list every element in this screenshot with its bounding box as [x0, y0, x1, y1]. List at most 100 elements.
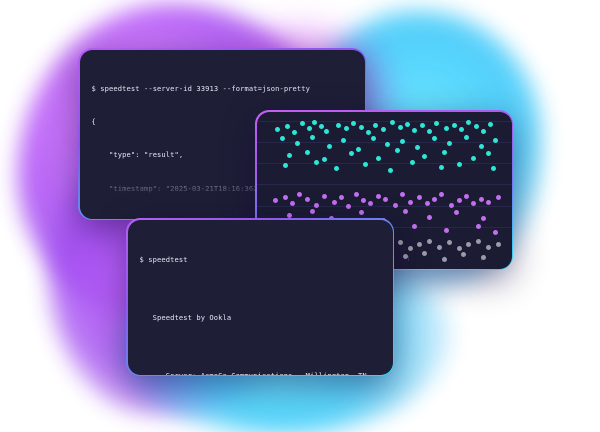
plot-dot-download [292, 130, 298, 136]
plot-dot-upload [375, 193, 381, 199]
plot-dot-upload [471, 201, 477, 207]
plot-dot-idle [476, 238, 482, 244]
plot-dot-download [463, 134, 469, 140]
plot-dot-idle [456, 246, 462, 252]
summary-terminal-body: $ speedtest Speedtest by Ookla Server: A… [127, 219, 393, 375]
plot-dot-upload [444, 228, 450, 234]
plot-dot-download [414, 145, 420, 151]
plot-dot-upload [287, 213, 293, 219]
plot-dot-upload [304, 196, 310, 202]
plot-dot-download [275, 127, 281, 133]
summary-line: Speedtest by Ookla [139, 312, 232, 322]
plot-dot-download [358, 124, 364, 130]
plot-dot-upload [402, 208, 408, 214]
plot-dot-download [397, 124, 403, 130]
plot-dot-upload [338, 195, 344, 201]
plot-dot-idle [397, 240, 403, 246]
plot-dot-download [326, 143, 332, 149]
plot-dot-download [334, 166, 339, 172]
plot-dot-download [422, 154, 428, 160]
plot-dot-idle [436, 244, 442, 250]
plot-dot-upload [383, 196, 388, 202]
plot-dot-download [336, 122, 342, 128]
plot-gridline [256, 184, 512, 186]
plot-dot-upload [478, 196, 484, 202]
plot-dot-download [434, 121, 440, 127]
plot-dot-upload [485, 199, 491, 205]
plot-dot-download [348, 151, 354, 157]
plot-dot-download [365, 130, 371, 136]
plot-dot-download [351, 121, 357, 127]
plot-dot-upload [309, 208, 315, 214]
plot-dot-idle [446, 240, 452, 246]
plot-dot-download [493, 138, 499, 144]
plot-dot-upload [321, 193, 327, 199]
plot-dot-download [287, 152, 293, 158]
plot-dot-upload [463, 193, 469, 199]
plot-dot-download [485, 151, 491, 157]
plot-dot-upload [417, 195, 423, 201]
plot-dot-upload [427, 214, 433, 220]
plot-dot-download [299, 121, 305, 127]
plot-dot-upload [314, 202, 320, 208]
summary-line: Server: AcmeCo Communications - Millingt… [140, 370, 387, 375]
plot-dot-download [280, 136, 286, 142]
plot-dot-download [441, 149, 447, 155]
plot-dot-idle [417, 241, 423, 247]
plot-dot-upload [331, 199, 337, 205]
plot-dot-upload [360, 198, 366, 204]
plot-dot-download [363, 161, 369, 167]
plot-gridline [256, 205, 512, 207]
plot-dot-upload [346, 204, 352, 210]
plot-dot-upload [289, 201, 295, 207]
plot-dot-download [314, 160, 320, 166]
plot-dot-upload [297, 192, 303, 198]
plot-dot-upload [495, 195, 501, 201]
plot-gridline [256, 121, 512, 123]
plot-dot-upload [493, 229, 499, 235]
plot-dot-download [432, 136, 437, 142]
plot-dot-download [395, 148, 401, 154]
plot-dot-download [451, 122, 457, 128]
plot-dot-download [466, 120, 472, 126]
plot-dot-download [427, 129, 433, 135]
plot-dot-upload [407, 199, 413, 205]
scatter-plot [256, 112, 512, 269]
plot-dot-download [390, 120, 396, 126]
plot-dot-download [444, 125, 450, 131]
plot-dot-download [419, 123, 425, 129]
json-line: { [91, 116, 96, 126]
plot-dot-download [324, 128, 330, 134]
plot-dot-download [439, 164, 445, 170]
plot-dot-upload [282, 195, 288, 201]
plot-dot-upload [449, 202, 455, 208]
summary-terminal-window[interactable]: $ speedtest Speedtest by Ookla Server: A… [126, 218, 394, 376]
plot-dot-upload [368, 201, 374, 207]
plot-dot-upload [439, 192, 445, 198]
plot-dot-upload [412, 223, 418, 229]
json-prompt-line: $ speedtest --server-id 33913 --format=j… [91, 83, 311, 93]
plot-dot-upload [424, 201, 430, 207]
plot-dot-download [473, 124, 479, 130]
plot-dot-idle [427, 238, 433, 244]
plot-dot-idle [402, 253, 408, 259]
plot-dot-upload [481, 216, 486, 222]
summary-prompt-line: $ speedtest [139, 254, 188, 264]
plot-dot-download [387, 167, 393, 173]
plot-dot-download [385, 142, 391, 148]
plot-dot-upload [272, 198, 278, 204]
plot-dot-download [375, 155, 381, 161]
plot-dot-download [409, 160, 415, 166]
plot-dot-upload [392, 202, 398, 208]
plot-dot-upload [454, 210, 460, 216]
plot-dot-download [446, 140, 452, 146]
plot-dot-download [285, 124, 290, 130]
plot-dot-download [321, 157, 327, 163]
plot-dot-idle [481, 255, 486, 261]
plot-dot-download [309, 134, 315, 140]
plot-dot-download [488, 121, 494, 127]
plot-dot-download [400, 139, 406, 145]
plot-dot-download [341, 137, 347, 143]
plot-dot-download [471, 155, 477, 161]
plot-dot-idle [461, 252, 467, 258]
